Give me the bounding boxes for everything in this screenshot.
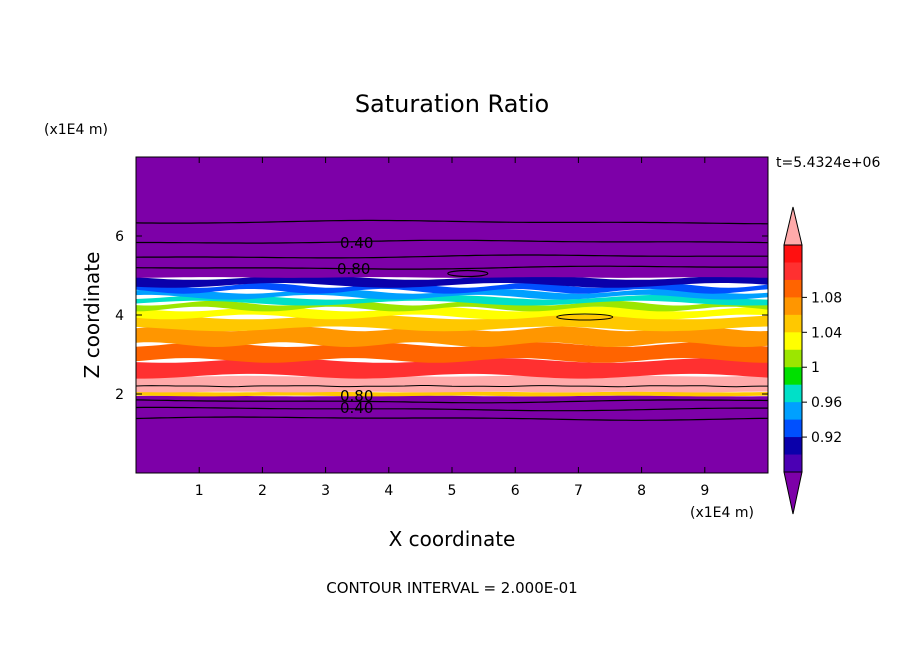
colorbar-swatch	[784, 437, 802, 456]
contour-labels: 0.40 0.80 0.80 0.40	[337, 234, 373, 417]
field-band	[136, 294, 768, 306]
colorbar-frame	[783, 244, 803, 473]
y-units-label: (x1E4 m)	[44, 122, 108, 138]
contour-label: 0.80	[340, 387, 373, 405]
colorbar-swatch	[784, 419, 802, 438]
contour-line	[136, 265, 768, 270]
x-axis: 1 2 3 4 5 6 7 8 9	[195, 157, 709, 499]
x-tick-label: 1	[195, 483, 204, 499]
x-tick-label: 7	[574, 483, 583, 499]
contour-interval-note: CONTOUR INTERVAL = 2.000E-01	[326, 579, 577, 597]
colorbar-tick-label: 0.96	[811, 395, 842, 411]
field-band	[136, 358, 768, 379]
contour-line	[136, 239, 768, 244]
contour-line	[136, 219, 768, 225]
x-axis-label: X coordinate	[389, 527, 516, 551]
chart-title: Saturation Ratio	[355, 90, 549, 118]
field-band	[136, 283, 768, 294]
y-axis: 2 4 6	[115, 229, 768, 403]
colorbar-swatch	[784, 297, 802, 316]
time-label: t=5.4324e+06	[776, 155, 880, 171]
colorbar-swatch	[784, 367, 802, 386]
contour-line	[556, 313, 614, 321]
field-band	[136, 375, 768, 393]
y-tick-label: 4	[115, 308, 124, 324]
colorbar-tick-label: 1	[811, 360, 820, 376]
contour-line	[136, 399, 768, 404]
field-band	[136, 275, 768, 288]
field-band	[136, 326, 768, 347]
contour-line	[136, 385, 768, 388]
x-units-label: (x1E4 m)	[690, 505, 754, 521]
colorbar-swatch	[784, 314, 802, 333]
colorbar-tick-label: 1.04	[811, 325, 842, 341]
contour-line	[136, 406, 768, 412]
field-band	[136, 342, 768, 363]
y-tick-label: 6	[115, 229, 124, 245]
x-tick-label: 2	[258, 483, 267, 499]
x-tick-label: 9	[700, 483, 709, 499]
x-tick-label: 4	[384, 483, 393, 499]
field-band	[136, 395, 768, 473]
x-tick-label: 8	[637, 483, 646, 499]
contour-line	[447, 269, 489, 278]
colorbar-extend-low	[783, 471, 803, 515]
contour-label: 0.80	[337, 260, 370, 278]
colorbar-swatch	[784, 262, 802, 281]
field-band	[136, 157, 768, 278]
x-tick-label: 6	[511, 483, 520, 499]
colorbar-tick-label: 1.08	[811, 290, 842, 306]
colorbar-swatch	[784, 279, 802, 298]
saturation-field	[136, 157, 768, 473]
colorbar-swatch	[784, 402, 802, 421]
colorbar-extend-high	[783, 206, 803, 246]
x-tick-label: 3	[321, 483, 330, 499]
colorbar-swatch	[784, 332, 802, 351]
contour-line	[136, 254, 768, 259]
field-band	[136, 300, 768, 312]
colorbar: 0.92 0.96 1 1.04 1.08	[783, 206, 842, 515]
contour-line	[136, 416, 768, 421]
contour-label: 0.40	[340, 234, 373, 252]
colorbar-swatch	[784, 454, 802, 473]
y-tick-label: 2	[115, 387, 124, 403]
colorbar-swatch	[784, 349, 802, 368]
field-band	[136, 306, 768, 320]
contour-lines	[136, 219, 768, 421]
colorbar-swatch	[784, 245, 802, 263]
y-axis-label: Z coordinate	[80, 252, 104, 379]
colorbar-swatch	[784, 384, 802, 403]
contour-label: 0.40	[340, 399, 373, 417]
field-band	[136, 391, 768, 397]
colorbar-tick-label: 0.92	[811, 430, 842, 446]
x-tick-label: 5	[448, 483, 457, 499]
